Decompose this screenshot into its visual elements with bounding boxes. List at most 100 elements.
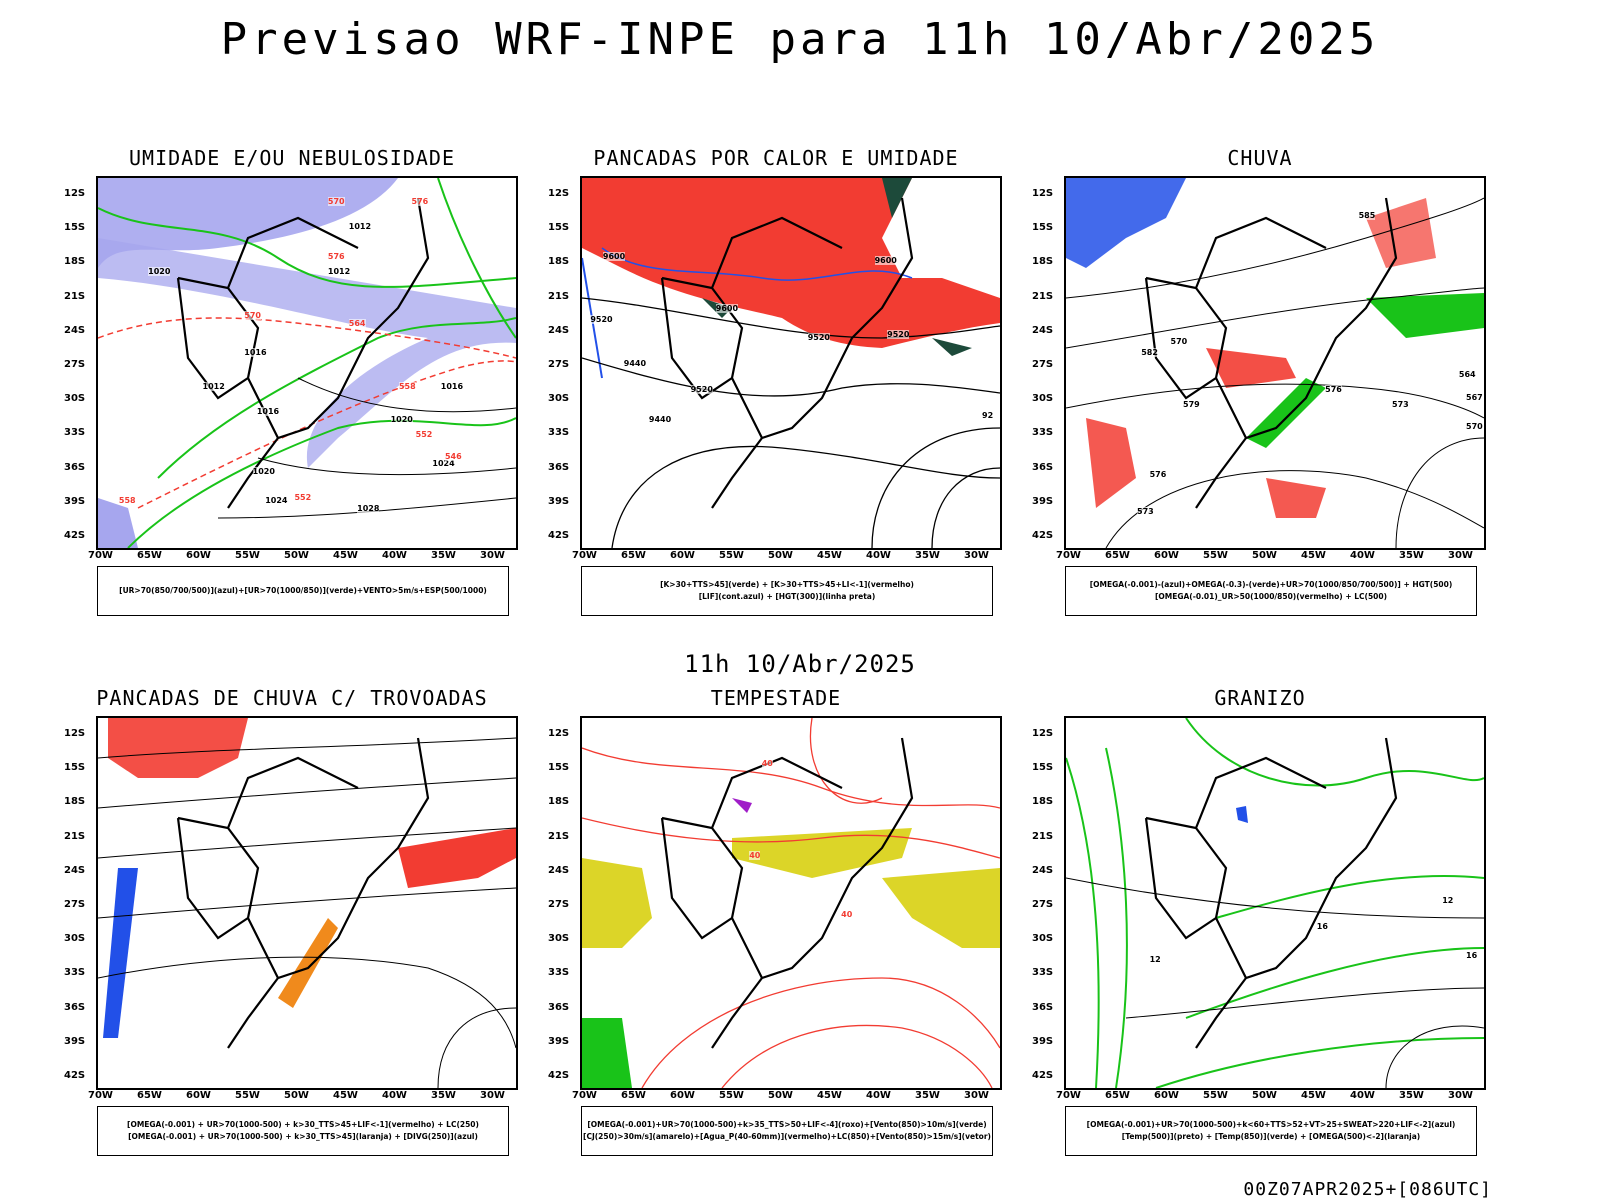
lat-tick-label: 39S — [1032, 495, 1054, 507]
lon-tick-label: 70W — [88, 550, 113, 561]
fill-blue — [1236, 806, 1248, 823]
lon-tick-label: 55W — [235, 1090, 260, 1101]
lat-tick-label: 42S — [548, 1070, 570, 1081]
legend-line: [Temp(500)](preto) + [Temp(850)](verde) … — [1121, 1132, 1421, 1141]
lon-tick-label: 45W — [1301, 550, 1326, 561]
contour-red — [582, 747, 1000, 809]
lat-tick-label: 24S — [1032, 864, 1054, 876]
country-borders — [1144, 197, 1398, 509]
lon-tick-label: 45W — [333, 1090, 358, 1101]
fill-yellow — [582, 858, 652, 948]
contour-label: 552 — [415, 429, 433, 439]
country-borders — [176, 197, 430, 509]
lat-tick-label: 21S — [548, 290, 570, 302]
contour-label: 546 — [444, 451, 462, 461]
contour-label: 1012 — [202, 381, 225, 391]
lat-tick-label: 33S — [548, 427, 570, 439]
lon-tick-label: 55W — [719, 550, 744, 561]
contour-black — [582, 297, 1000, 339]
streamline — [98, 827, 516, 859]
contour-label: 1024 — [265, 496, 288, 506]
lon-tick-label: 30W — [1448, 550, 1473, 561]
contour-label: 567 — [1466, 392, 1483, 402]
main-title: Previsao WRF-INPE para 11h 10/Abr/2025 — [220, 14, 1380, 65]
lat-tick-label: 39S — [1032, 1035, 1054, 1047]
lat-tick-label: 18S — [1032, 796, 1054, 808]
contour-green — [1105, 747, 1128, 1088]
country-borders — [660, 737, 914, 1049]
contour-green — [127, 417, 516, 548]
map-trovoadas — [96, 716, 518, 1090]
fill-red — [582, 178, 1000, 348]
lon-tick-label: 50W — [768, 1090, 793, 1101]
lat-tick-label: 36S — [1032, 461, 1054, 473]
lon-tick-label: 35W — [431, 1090, 456, 1101]
lon-tick-label: 50W — [1252, 1090, 1277, 1101]
lat-tick-label: 36S — [64, 1001, 86, 1013]
lat-tick-label: 12S — [548, 728, 570, 739]
panel-legend: [OMEGA(-0.001)+UR>70(1000-500)+k<60+TTS>… — [1065, 1106, 1477, 1156]
lat-tick-label: 24S — [1032, 324, 1054, 336]
streamline — [98, 956, 516, 1049]
panel-legend: [OMEGA(-0.001)-(azul)+OMEGA(-0.3)-(verde… — [1065, 566, 1477, 616]
lon-tick-label: 65W — [621, 1090, 646, 1101]
streamline — [1066, 287, 1484, 349]
lat-tick-label: 42S — [64, 1070, 86, 1081]
contour-label: 558 — [398, 381, 416, 391]
contour-label: 40 — [749, 851, 761, 861]
lon-tick-label: 50W — [768, 550, 793, 561]
lon-tick-label: 40W — [382, 550, 407, 561]
map-chuva: 585 582 576 579 573 576 570 567 564 573 570 — [1064, 176, 1486, 550]
contour-label: 573 — [1137, 507, 1154, 517]
lat-tick-label: 42S — [1032, 530, 1054, 541]
contour-label: 9600 — [602, 252, 626, 261]
contour-label: 1016 — [256, 407, 280, 417]
contour-black — [611, 445, 1000, 548]
panel-title: GRANIZO — [1214, 686, 1306, 710]
lat-tick-label: 33S — [64, 427, 86, 439]
lon-tick-label: 40W — [382, 1090, 407, 1101]
lon-tick-label: 70W — [1056, 550, 1081, 561]
lon-tick-label: 35W — [915, 550, 940, 561]
contour-label: 9520 — [807, 333, 830, 343]
lon-tick-label: 40W — [1350, 550, 1375, 561]
contour-label: 12 — [1149, 954, 1161, 964]
lat-tick-label: 39S — [64, 1035, 86, 1047]
lat-tick-label: 15S — [64, 222, 86, 234]
lat-tick-label: 39S — [548, 495, 570, 507]
lat-tick-label: 21S — [548, 830, 570, 842]
panel-legend: [UR>70(850/700/500)](azul)+[UR>70(1000/8… — [97, 566, 509, 616]
contour-label: 9440 — [648, 414, 672, 424]
contour-label: 564 — [1458, 370, 1476, 380]
lat-tick-label: 15S — [1032, 222, 1054, 234]
panel-legend: [OMEGA(-0.001)+UR>70(1000-500)+k>35_TTS>… — [581, 1106, 993, 1156]
contour-green — [1185, 718, 1484, 787]
lon-tick-label: 50W — [284, 1090, 309, 1101]
lon-tick-label: 60W — [670, 550, 695, 561]
lat-tick-label: 15S — [548, 222, 570, 234]
panel-legend: [K>30+TTS>45](verde) + [K>30+TTS>45+LI<-… — [581, 566, 993, 616]
fill-orange — [278, 918, 338, 1008]
lat-tick-label: 36S — [548, 1001, 570, 1013]
contour-green — [1155, 1037, 1484, 1088]
contour-label: 570 — [1466, 422, 1483, 432]
contour-label: 558 — [118, 496, 136, 506]
legend-line: [OMEGA(-0.001) + UR>70(1000-500) + k>30_… — [128, 1132, 478, 1141]
lon-tick-label: 30W — [964, 550, 989, 561]
streamline — [1395, 437, 1484, 548]
fill-red — [1206, 348, 1296, 388]
lon-tick-label: 30W — [964, 1090, 989, 1101]
fill-yellow — [882, 868, 1000, 948]
lat-tick-label: 15S — [1032, 762, 1054, 774]
panel-granizo: GRANIZO 12 16 12 16 12S 15S 18S 21S 24S 27S 30S 33… — [1020, 686, 1500, 1166]
contour-red — [641, 977, 1000, 1088]
lat-tick-label: 18S — [64, 796, 86, 808]
lon-tick-label: 60W — [1154, 1090, 1179, 1101]
lon-tick-label: 70W — [572, 1090, 597, 1101]
lat-tick-label: 15S — [64, 762, 86, 774]
lat-tick-label: 12S — [64, 188, 86, 199]
lat-tick-label: 21S — [64, 290, 86, 302]
contour-label: 570 — [327, 196, 345, 206]
lon-tick-label: 60W — [186, 550, 211, 561]
panel-tempestade: TEMPESTADE 40 40 40 12S 15S 18S 21S 24S 27S 30S 3… — [536, 686, 1016, 1166]
